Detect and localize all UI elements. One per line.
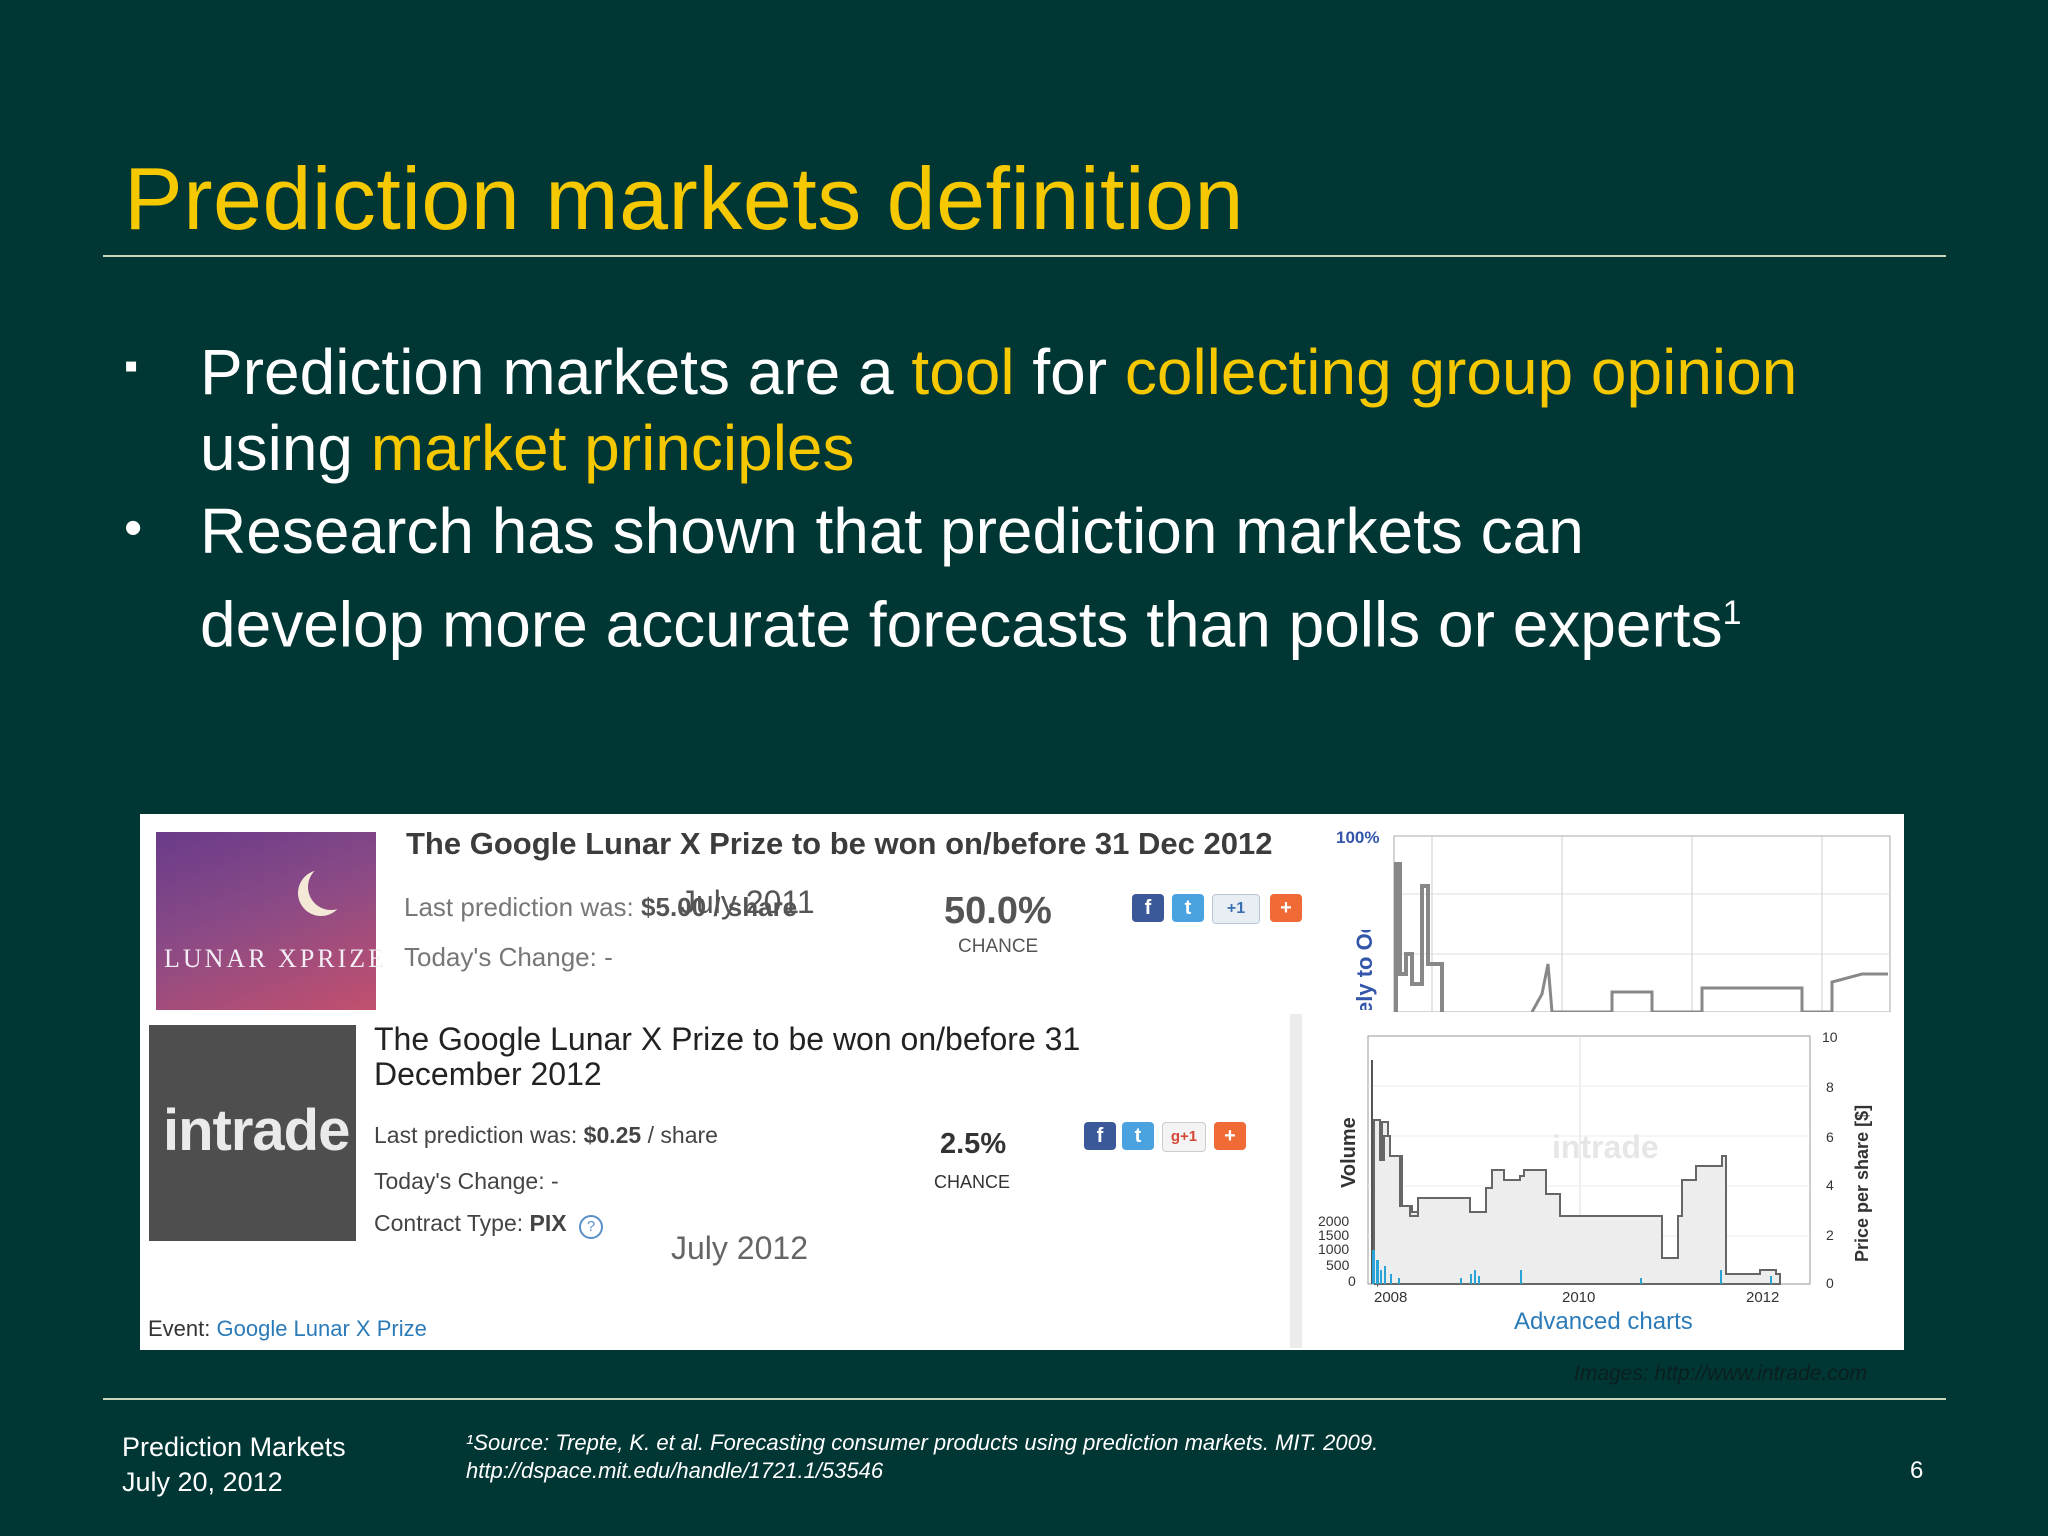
footer-divider	[103, 1398, 1946, 1400]
footnote-marker: 1	[1722, 594, 1742, 632]
intrade-logo: intrade	[149, 1025, 356, 1241]
footnote-source: ¹Source: Trepte, K. et al. Forecasting c…	[466, 1430, 1379, 1455]
images-credit: Images: http://www.intrade.com	[1574, 1362, 1867, 1385]
volume-tick: 1000	[1318, 1241, 1349, 1257]
event-link[interactable]: Google Lunar X Prize	[216, 1316, 427, 1341]
lunar-xprize-logo: LUNAR XPRIZE	[156, 832, 384, 1010]
footnote-url: http://dspace.mit.edu/handle/1721.1/5354…	[466, 1458, 884, 1483]
price-tick: 2	[1826, 1227, 1834, 1243]
caption-july-2012: July 2012	[671, 1230, 808, 1266]
plus-one-icon[interactable]: +1	[1212, 894, 1260, 924]
page-number: 6	[1910, 1457, 1924, 1484]
footer-date: July 20, 2012	[122, 1467, 283, 1497]
todays-change-2011: Today's Change: -	[404, 942, 613, 972]
last-prediction-2012: Last prediction was: $0.25 / share	[374, 1122, 718, 1148]
contract-heading-2011[interactable]: The Google Lunar X Prize to be won on/be…	[406, 826, 1273, 861]
bullet-marker-dot: •	[124, 499, 143, 557]
title-divider	[103, 255, 1946, 257]
price-tick: 10	[1822, 1030, 1838, 1045]
add-icon[interactable]: +	[1214, 1122, 1246, 1150]
chance-value-2012: 2.5%	[940, 1128, 1007, 1160]
chart-top-label-2011: 100%	[1336, 828, 1380, 847]
year-tick: 2008	[1374, 1289, 1407, 1306]
lunar-xprize-wordmark: LUNAR XPRIZE	[164, 944, 388, 973]
slide-title: Prediction markets definition	[124, 149, 1244, 248]
help-icon[interactable]: ?	[579, 1215, 604, 1239]
price-chart-2011	[1393, 835, 1891, 1012]
bullet-2-line-1: Research has shown that prediction marke…	[200, 495, 1584, 567]
google-plus-icon[interactable]: g+1	[1162, 1122, 1206, 1152]
price-tick: 6	[1826, 1129, 1834, 1145]
price-tick: 8	[1826, 1079, 1834, 1095]
chance-value-2011: 50.0%	[944, 890, 1052, 932]
price-label-wrap: Price per share [$]	[1852, 1072, 1886, 1272]
volume-tick: 1500	[1318, 1227, 1349, 1243]
todays-change-2012: Today's Change: -	[374, 1168, 559, 1194]
year-tick: 2010	[1562, 1289, 1595, 1306]
chart-axis-label-2011: ely to Occur	[1352, 930, 1377, 1010]
chance-label-2011: CHANCE	[958, 936, 1039, 957]
twitter-icon[interactable]: t	[1172, 894, 1204, 922]
bullet-1: Prediction markets are a tool for collec…	[200, 334, 1920, 486]
panel-divider	[1290, 1014, 1302, 1348]
intrade-wordmark: intrade	[163, 1098, 350, 1163]
chance-label-2012: CHANCE	[934, 1172, 1011, 1192]
facebook-icon[interactable]: f	[1132, 894, 1164, 922]
bullet-1-line-1: Prediction markets are a tool for collec…	[200, 336, 1798, 408]
advanced-charts-link[interactable]: Advanced charts	[1514, 1308, 1693, 1335]
contract-heading-2012[interactable]: The Google Lunar X Prize to be won on/be…	[374, 1021, 1081, 1092]
year-tick: 2012	[1746, 1289, 1779, 1306]
price-chart-2012: intrade 2000 1500 1000 500 0 10 8 6 4 2 …	[1318, 1030, 1838, 1306]
price-tick: 0	[1826, 1275, 1834, 1291]
footer-title: Prediction Markets	[122, 1432, 346, 1462]
contract-type-2012: Contract Type: PIX ?	[374, 1210, 604, 1239]
last-prediction-2011: Last prediction was: $5.00 / share	[404, 892, 798, 922]
event-line: Event: Google Lunar X Prize	[148, 1316, 427, 1341]
moon-icon	[308, 864, 354, 910]
facebook-icon[interactable]: f	[1084, 1122, 1116, 1150]
volume-tick: 2000	[1318, 1213, 1349, 1229]
add-icon[interactable]: +	[1270, 894, 1302, 922]
volume-tick: 0	[1348, 1273, 1356, 1289]
caption-july-2011: July 2011	[680, 884, 815, 920]
bullet-2-line-2: develop more accurate forecasts than pol…	[200, 588, 1742, 661]
chart-watermark: intrade	[1552, 1129, 1659, 1165]
bullet-marker-square: ▪	[124, 344, 139, 388]
volume-tick: 500	[1326, 1257, 1350, 1273]
price-tick: 4	[1826, 1177, 1834, 1193]
chart-axis-label-2011-wrap: ely to Occur	[1346, 930, 1386, 1010]
twitter-icon[interactable]: t	[1122, 1122, 1154, 1150]
bullet-2: Research has shown that prediction marke…	[200, 490, 1920, 665]
bullet-1-line-2: using market principles	[200, 412, 855, 484]
price-axis-label: Price per share [$]	[1852, 1104, 1872, 1262]
